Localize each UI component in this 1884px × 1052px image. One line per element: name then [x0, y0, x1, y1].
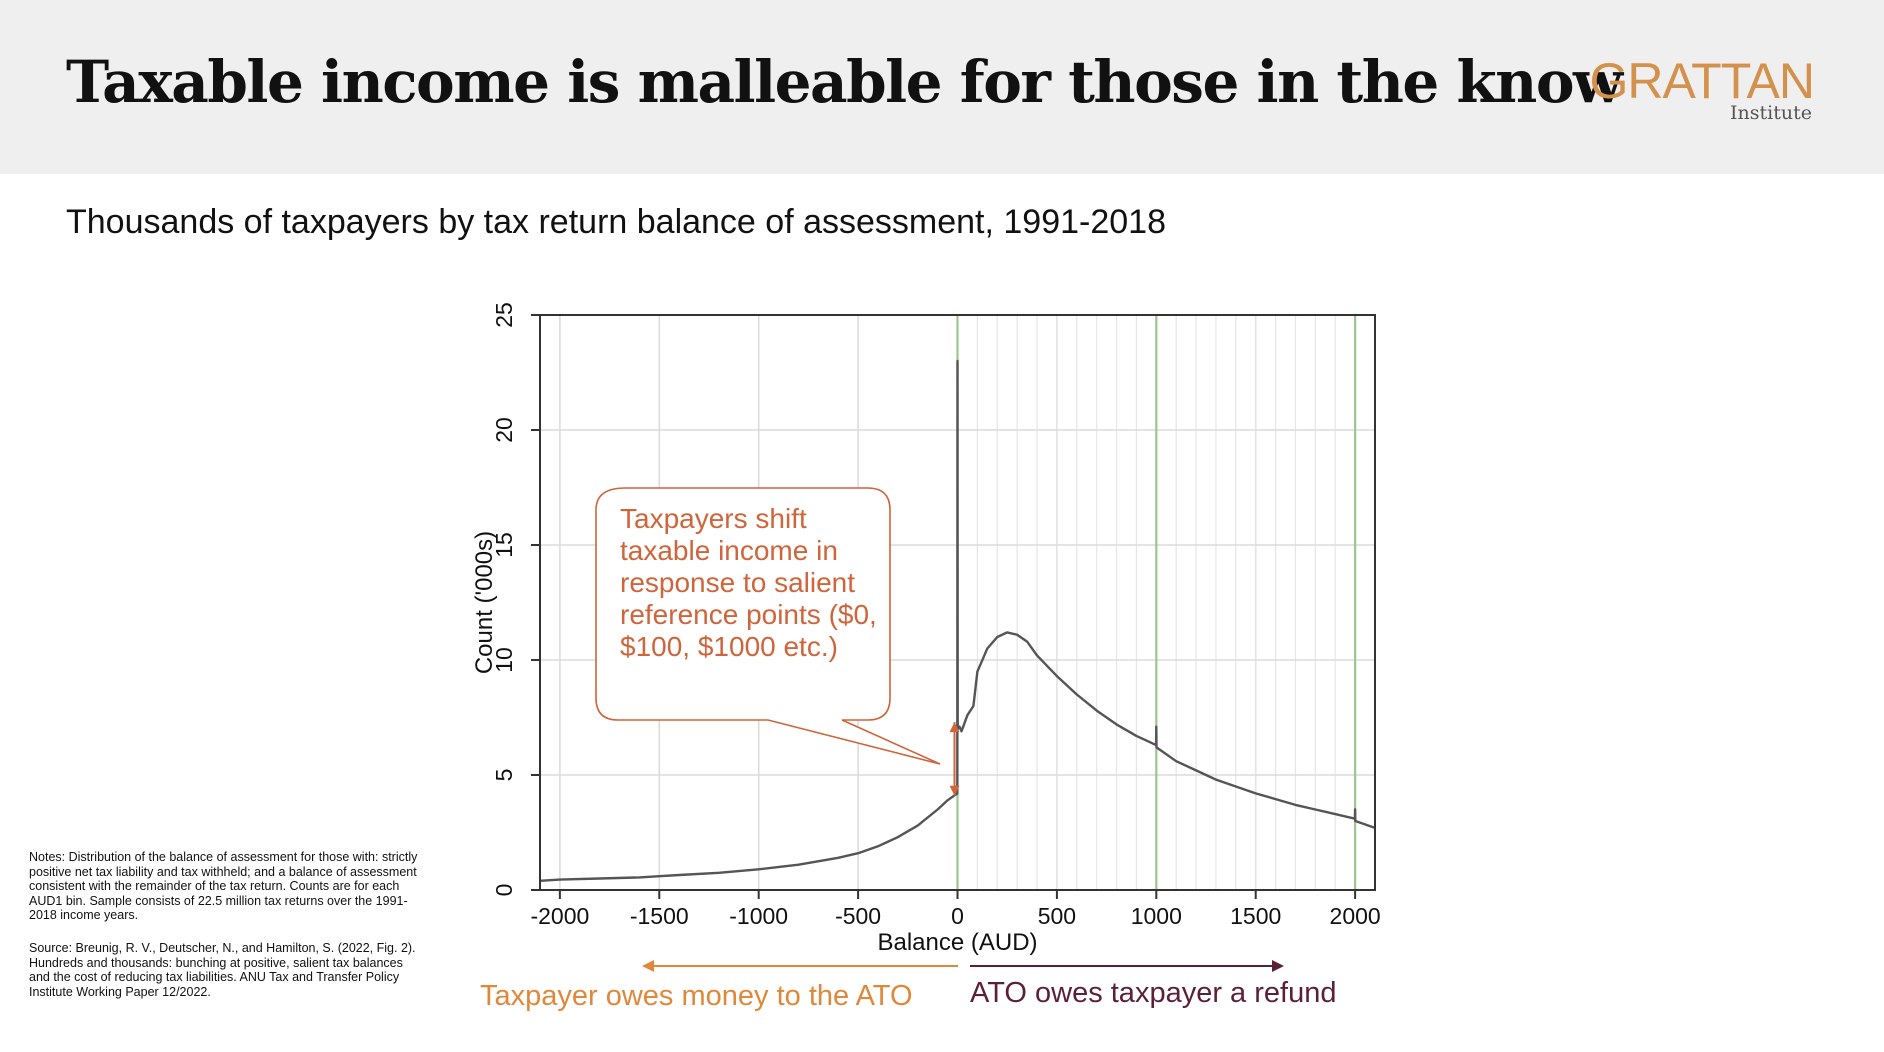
owes-arrowhead — [642, 960, 654, 972]
arrowhead-up — [949, 722, 960, 733]
y-axis-label: Count ('000s) — [471, 531, 498, 674]
logo-subtitle: Institute — [1730, 102, 1812, 124]
x-tick-label: -2000 — [530, 903, 589, 929]
x-tick-label: 2000 — [1330, 903, 1381, 929]
chart-subtitle: Thousands of taxpayers by tax return bal… — [66, 203, 1166, 241]
x-tick-label: 1500 — [1230, 903, 1281, 929]
tick-labels: -2000 -1500 -1000 -500 0 500 1000 1500 2000 0 5 10 1… — [491, 302, 1381, 929]
y-tick-label: 20 — [491, 417, 517, 443]
axis-labels: Balance (AUD) Count ('000s) — [471, 531, 1038, 956]
y-tick-label: 5 — [491, 769, 517, 782]
x-tick-label: 500 — [1038, 903, 1076, 929]
axes — [531, 314, 1376, 899]
x-tick-label: -1500 — [630, 903, 689, 929]
x-tick-label: 1000 — [1131, 903, 1182, 929]
annotation-layer — [595, 487, 1284, 972]
source-text: Source: Breunig, R. V., Deutscher, N., a… — [29, 940, 416, 999]
y-tick-label: 10 — [491, 647, 517, 673]
x-axis-label: Balance (AUD) — [877, 929, 1037, 956]
page-title: Taxable income is malleable for those in… — [66, 48, 1623, 116]
notes-text: Notes: Distribution of the balance of as… — [29, 850, 418, 923]
y-tick-label: 25 — [491, 302, 517, 328]
x-tick-label: -1000 — [729, 903, 788, 929]
callout-text: Taxpayers shift taxable income in respon… — [620, 503, 877, 662]
y-tick-label: 15 — [491, 532, 517, 558]
series-line — [539, 359, 1376, 882]
owes-ato-label: Taxpayer owes money to the ATO — [480, 980, 913, 1012]
arrowhead-down — [949, 785, 960, 796]
y-tick-label: 0 — [491, 884, 517, 897]
refund-label: ATO owes taxpayer a refund — [970, 977, 1337, 1009]
callout-bubble — [595, 487, 941, 765]
header-bar: Taxable income is malleable for those in… — [0, 0, 1884, 174]
notes-block: Notes: Distribution of the balance of as… — [29, 850, 421, 1017]
logo-wordmark: GRATTAN — [1589, 53, 1815, 109]
grattan-logo: GRATTAN Institute — [1586, 53, 1815, 128]
refund-arrowhead — [1272, 960, 1284, 972]
x-tick-label: 0 — [951, 903, 964, 929]
x-tick-label: -500 — [835, 903, 881, 929]
series-layer — [539, 359, 1376, 882]
